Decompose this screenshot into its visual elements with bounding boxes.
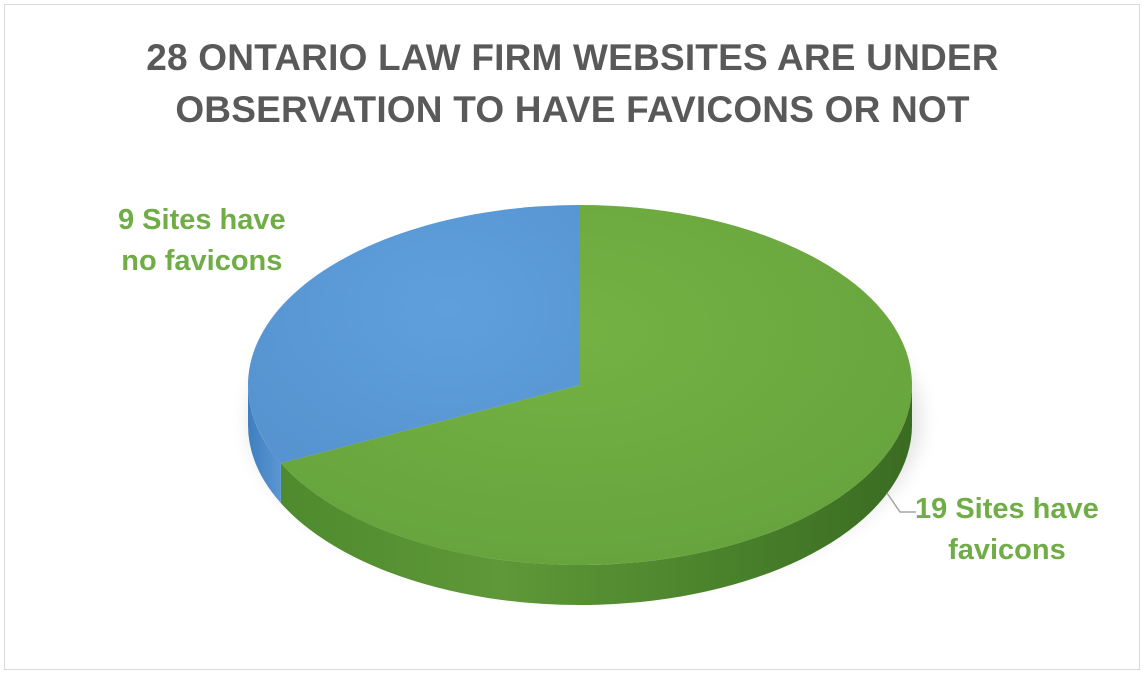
- label-no-favicons: 9 Sites have no favicons: [118, 200, 286, 282]
- pie-slice-no-favicons: [248, 205, 581, 464]
- chart-title-line-2: OBSERVATION TO HAVE FAVICONS OR NOT: [175, 89, 970, 130]
- chart-title-line-1: 28 ONTARIO LAW FIRM WEBSITES ARE UNDER: [146, 37, 999, 78]
- pie-slice-favicons: [280, 205, 913, 565]
- chart-title: 28 ONTARIO LAW FIRM WEBSITES ARE UNDER O…: [0, 32, 1145, 136]
- label-no-favicons-line-2: no favicons: [121, 245, 283, 277]
- pie-side-no-favicons: [248, 385, 281, 504]
- leader-line-favicons: [886, 492, 916, 513]
- label-no-favicons-line-1: 9 Sites have: [118, 204, 286, 236]
- label-favicons-line-1: 19 Sites have: [915, 493, 1099, 525]
- label-favicons-line-2: favicons: [948, 534, 1066, 566]
- pie-side-favicons: [280, 385, 913, 605]
- label-favicons: 19 Sites have favicons: [915, 489, 1099, 571]
